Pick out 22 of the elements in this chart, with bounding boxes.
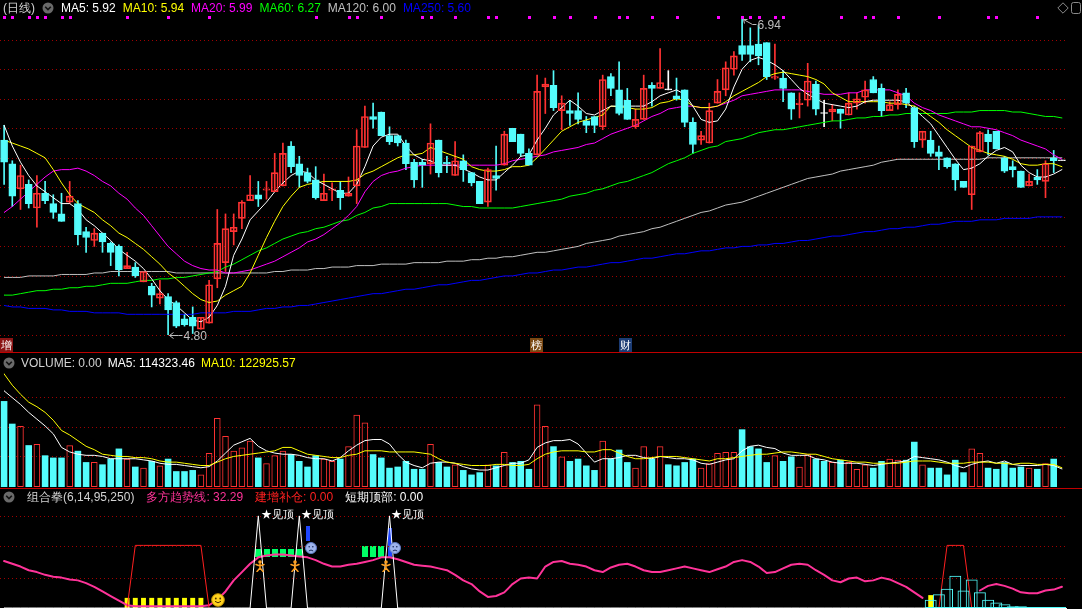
text: MA10: 122925.57 <box>200 356 296 370</box>
text: MA5: 5.92 <box>61 1 116 15</box>
chart-title: 组合拳(6,14,95,250) <box>27 490 135 504</box>
text: MA10: 5.94 <box>122 1 185 15</box>
text: MA120: 6.00 <box>327 1 396 15</box>
text: MA5: 114323.46 <box>107 356 195 370</box>
text: MA20: 5.99 <box>191 1 253 15</box>
text: 榜 <box>530 338 543 352</box>
series-label: 短期顶部: 0.00 <box>345 490 424 504</box>
annotation: 4.80 <box>183 328 208 343</box>
chart-title: VOLUME: 0.00 <box>21 356 102 370</box>
annotation: ★见顶 <box>301 508 334 521</box>
annotation: ★见顶 <box>261 508 294 521</box>
chart-title: (日线) <box>3 1 35 15</box>
text: 多方趋势线: 32.29 <box>146 490 244 504</box>
annotation: ★见顶 <box>391 508 424 521</box>
text: 财 <box>619 338 632 352</box>
text: 增 <box>0 338 13 352</box>
text: MA250: 5.60 <box>402 1 471 15</box>
text: 建增补仓: 0.00 <box>255 490 334 504</box>
text: MA60: 6.27 <box>259 1 321 15</box>
annotation: 6.94 <box>757 17 782 32</box>
